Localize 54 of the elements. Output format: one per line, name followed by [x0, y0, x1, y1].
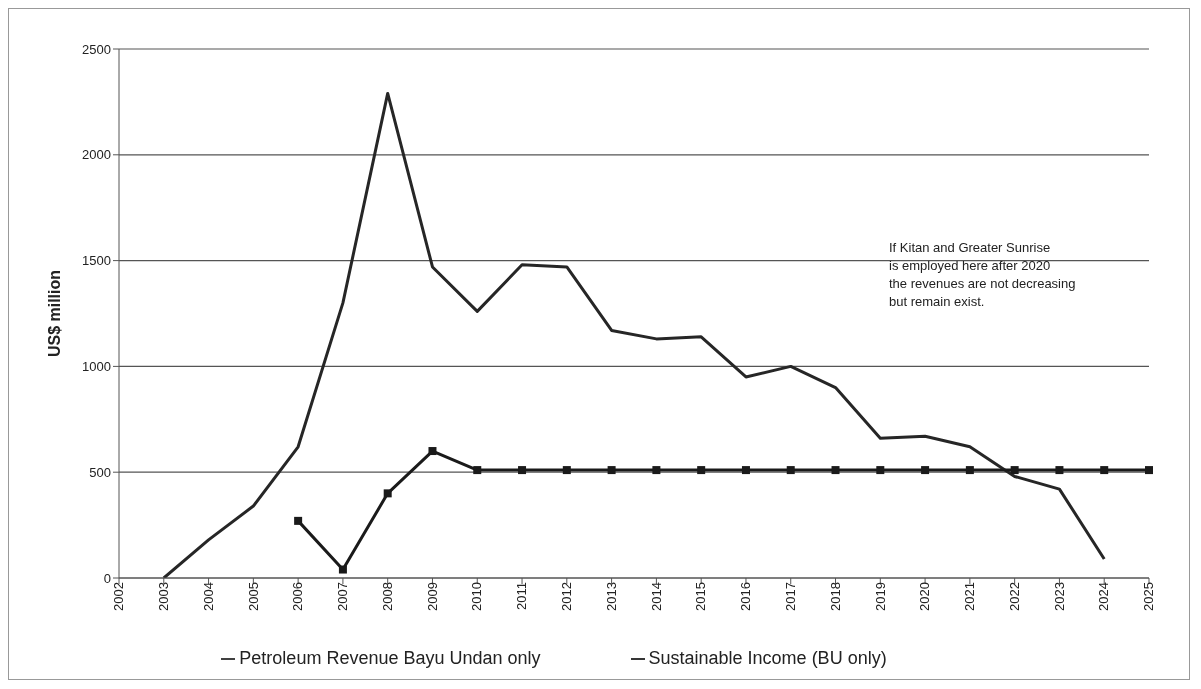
- point: [876, 466, 885, 475]
- x-tick-label: 2022: [1006, 582, 1022, 611]
- x-tick-label: 2025: [1141, 582, 1157, 611]
- y-tick-label: 2500: [82, 41, 111, 57]
- x-tick-label: 2015: [693, 582, 709, 611]
- x-tick-label: 2016: [738, 582, 754, 611]
- legend-label: Sustainable Income (BU only): [648, 648, 887, 668]
- x-tick-label: 2010: [469, 582, 485, 611]
- x-tick-label: 2006: [290, 582, 306, 611]
- point: [562, 466, 571, 475]
- x-tick-label: 2003: [156, 582, 172, 611]
- x-tick-label: 2013: [603, 582, 619, 611]
- x-tick-label: 2009: [424, 582, 440, 611]
- point: [786, 466, 795, 475]
- x-tick-label: 2002: [111, 582, 127, 611]
- point: [831, 466, 840, 475]
- point: [697, 466, 706, 475]
- point: [607, 466, 616, 475]
- point: [428, 447, 437, 456]
- x-tick-label: 2014: [648, 582, 664, 611]
- y-axis-title: US$ million: [45, 269, 63, 358]
- y-tick-label: 2000: [82, 147, 111, 163]
- x-tick-label: 2005: [245, 582, 261, 611]
- legend-label: Petroleum Revenue Bayu Undan only: [239, 648, 541, 668]
- y-tick-label: 1500: [82, 253, 111, 269]
- point: [965, 466, 974, 475]
- point: [294, 516, 303, 525]
- point: [518, 466, 527, 475]
- x-tick-label: 2020: [917, 582, 933, 611]
- point: [652, 466, 661, 475]
- point: [741, 466, 750, 475]
- x-tick-label: 2007: [335, 582, 351, 611]
- point: [1145, 466, 1153, 475]
- y-tick-label: 500: [89, 464, 111, 480]
- x-tick-label: 2023: [1051, 582, 1067, 611]
- x-tick-label: 2011: [514, 582, 530, 610]
- point: [338, 565, 347, 574]
- point: [1100, 466, 1109, 475]
- point: [1055, 466, 1064, 475]
- point: [473, 466, 482, 475]
- x-tick-label: 2021: [962, 582, 978, 611]
- point: [921, 466, 930, 475]
- y-tick-label: 1000: [82, 359, 111, 375]
- x-tick-label: 2024: [1096, 582, 1112, 611]
- x-tick-label: 2017: [782, 582, 798, 611]
- x-tick-label: 2012: [559, 582, 575, 611]
- point: [1010, 466, 1019, 475]
- x-tick-label: 2004: [200, 582, 216, 611]
- x-tick-label: 2018: [827, 582, 843, 611]
- point: [383, 489, 392, 498]
- annotation: If Kitan and Greater Sunrise is employed here after 2020 the revenues are not decreasing but remain exist.: [889, 239, 1076, 311]
- x-tick-label: 2019: [872, 582, 888, 611]
- y-tick-label: 0: [103, 570, 111, 586]
- x-tick-label: 2008: [379, 582, 395, 611]
